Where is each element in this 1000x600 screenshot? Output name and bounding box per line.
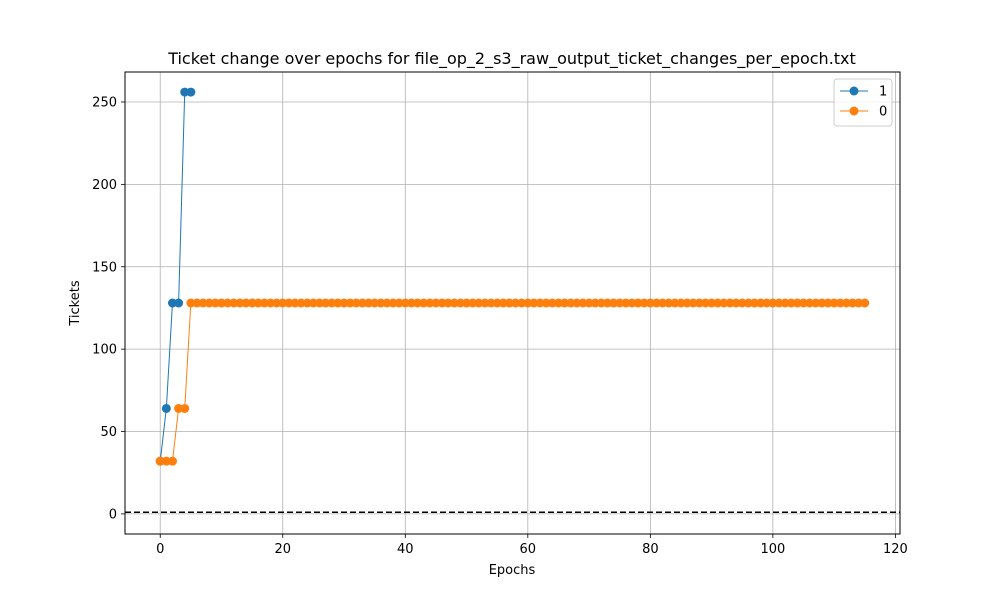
legend-marker [849, 86, 859, 96]
x-tick-label: 20 [274, 542, 291, 557]
x-axis-title: Epochs [489, 563, 536, 578]
legend-label: 1 [879, 85, 887, 100]
data-point [174, 298, 184, 308]
x-tick-label: 120 [883, 542, 908, 557]
y-tick-label: 100 [92, 343, 117, 358]
data-point [161, 403, 171, 413]
series-0 [155, 298, 870, 466]
y-tick-label: 250 [92, 95, 117, 110]
x-tick-label: 80 [642, 542, 659, 557]
x-tick-label: 0 [156, 542, 164, 557]
data-point [860, 298, 870, 308]
y-tick-label: 50 [100, 425, 117, 440]
data-point [186, 87, 196, 97]
chart-title: Ticket change over epochs for file_op_2_… [167, 49, 856, 69]
x-tick-label: 60 [520, 542, 537, 557]
legend-marker [849, 106, 859, 116]
series-layer [155, 87, 870, 466]
y-axis-title: Tickets [68, 280, 83, 326]
legend-label: 0 [879, 105, 887, 120]
data-point [167, 456, 177, 466]
y-tick-label: 0 [109, 507, 117, 522]
plot-area-frame [124, 71, 901, 535]
x-tick-label: 100 [760, 542, 785, 557]
axis-ticks: 0 20 40 60 80 100 120 0 50 100 150 200 250 [92, 95, 908, 557]
y-tick-label: 150 [92, 260, 117, 275]
data-point [180, 403, 190, 413]
y-tick-label: 200 [92, 178, 117, 193]
legend: 10 [833, 78, 893, 127]
x-tick-label: 40 [397, 542, 414, 557]
